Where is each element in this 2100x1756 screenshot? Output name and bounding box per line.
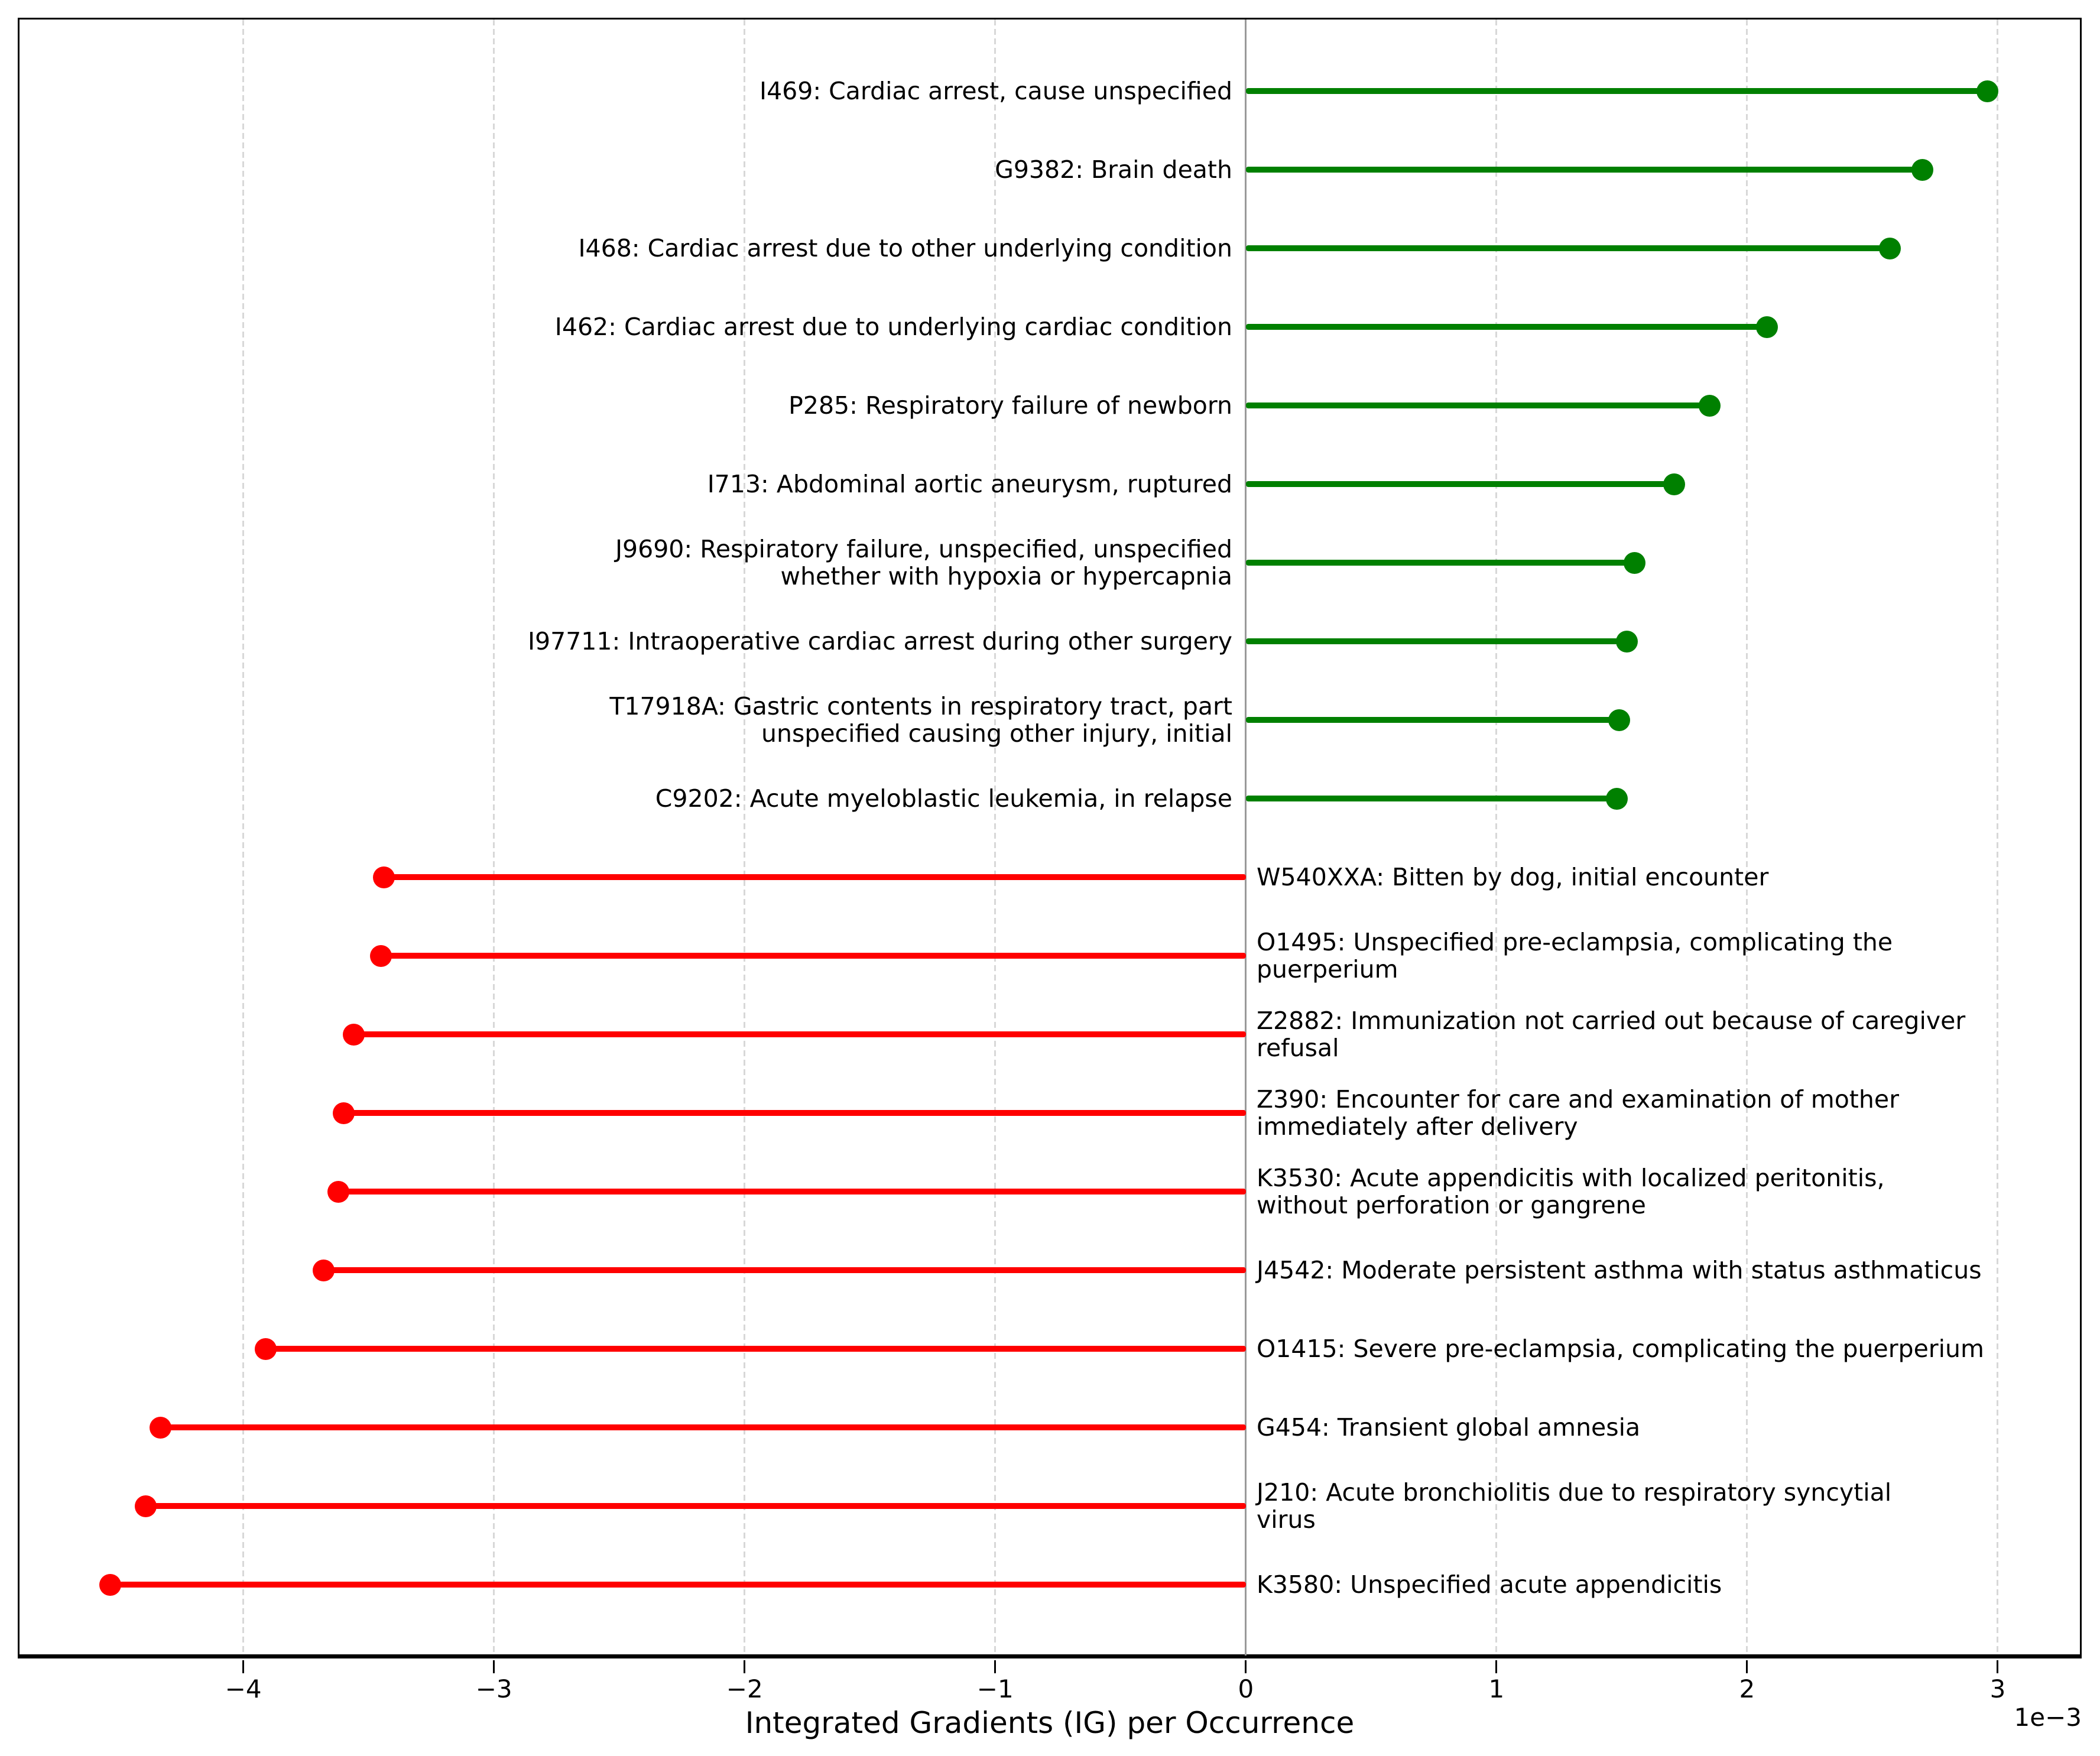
x-tick-label: 0 [1238,1674,1254,1703]
category-label-I469: I469: Cardiac arrest, cause unspecified [759,77,1232,105]
stem-line [1245,717,1619,723]
stem-line [1245,245,1890,251]
stem-line [1245,481,1674,487]
stem-line [1245,324,1767,330]
category-label-K3580: K3580: Unspecified acute appendicitis [1257,1570,1722,1599]
data-point-dot [1698,394,1721,417]
stem-line [1245,88,1988,94]
stem-line [1245,560,1635,566]
data-point-dot [1663,473,1686,495]
vertical-gridline [1746,20,1748,1656]
category-label-O1415: O1415: Severe pre-eclampsia, complicatin… [1257,1335,1984,1363]
data-point-dot [312,1259,335,1281]
vertical-gridline [242,20,245,1656]
x-tick-label: 2 [1739,1674,1755,1703]
stem-line [145,1503,1246,1509]
category-label-Z390: Z390: Encounter for care and examination… [1257,1085,1899,1141]
x-tick-label: 1 [1488,1674,1505,1703]
x-tick-label: −1 [976,1674,1014,1703]
category-label-I462: I462: Cardiac arrest due to underlying c… [554,313,1232,341]
vertical-gridline [1997,20,1999,1656]
data-point-dot [342,1023,365,1046]
data-point-dot [1615,630,1638,653]
category-label-G9382: G9382: Brain death [995,155,1232,184]
stem-line [353,1031,1246,1037]
vertical-gridline [994,20,997,1656]
data-point-dot [1756,316,1778,338]
x-tick-mark [1997,1660,1999,1673]
category-label-O1495: O1495: Unspecified pre-eclampsia, compli… [1257,928,1893,984]
x-tick-label: −2 [726,1674,763,1703]
data-point-dot [1911,158,1934,181]
category-label-I468: I468: Cardiac arrest due to other underl… [578,234,1232,262]
category-label-W540XXA: W540XXA: Bitten by dog, initial encounte… [1257,863,1769,891]
x-axis-label: Integrated Gradients (IG) per Occurrence [745,1706,1355,1740]
zero-reference-line [1245,20,1247,1656]
data-point-dot [1608,709,1631,731]
category-label-K3530: K3530: Acute appendicitis with localized… [1257,1164,1885,1219]
stem-line [323,1267,1246,1273]
x-tick-label: −4 [225,1674,262,1703]
x-tick-mark [1245,1660,1247,1673]
x-tick-label: 3 [1989,1674,2006,1703]
category-label-T17918A: T17918A: Gastric contents in respiratory… [609,692,1232,748]
data-point-dot [370,944,392,967]
x-tick-mark [493,1660,495,1673]
vertical-gridline [1495,20,1498,1656]
data-point-dot [1623,551,1645,574]
stem-line [110,1582,1246,1588]
stem-line [1245,167,1923,173]
category-label-Z2882: Z2882: Immunization not carried out beca… [1257,1007,1966,1062]
stem-line [381,953,1246,959]
stem-line [1245,403,1710,408]
data-point-dot [99,1573,122,1596]
x-tick-mark [1746,1660,1748,1673]
axis-offset-label: 1e−3 [2014,1703,2082,1732]
category-label-C9202: C9202: Acute myeloblastic leukemia, in r… [655,784,1232,813]
x-tick-mark [242,1660,245,1673]
category-label-P285: P285: Respiratory failure of newborn [788,391,1232,420]
data-point-dot [1976,80,1999,102]
data-point-dot [1879,237,1901,259]
stem-line [338,1189,1246,1195]
data-point-dot [332,1102,355,1124]
data-point-dot [372,866,395,888]
category-label-J4542: J4542: Moderate persistent asthma with s… [1257,1256,1982,1284]
category-label-I713: I713: Abdominal aortic aneurysm, rupture… [707,470,1232,498]
vertical-gridline [744,20,746,1656]
x-tick-label: −3 [475,1674,512,1703]
stem-line [1245,796,1617,801]
data-point-dot [327,1180,350,1203]
data-point-dot [150,1416,172,1439]
vertical-gridline [493,20,495,1656]
category-label-J9690: J9690: Respiratory failure, unspecified,… [615,535,1232,590]
stem-line [343,1110,1246,1116]
data-point-dot [134,1495,157,1517]
data-point-dot [1605,787,1628,810]
stem-line [1245,638,1627,644]
category-label-G454: G454: Transient global amnesia [1257,1413,1641,1442]
x-tick-mark [744,1660,746,1673]
category-label-J210: J210: Acute bronchiolitis due to respira… [1257,1478,1892,1534]
x-tick-mark [994,1660,997,1673]
plot-frame [18,18,2082,1658]
category-label-I97711: I97711: Intraoperative cardiac arrest du… [527,627,1232,655]
data-point-dot [255,1338,277,1360]
stem-line [384,874,1246,880]
x-tick-mark [1495,1660,1498,1673]
stem-line [160,1424,1246,1430]
stem-line [265,1346,1246,1352]
